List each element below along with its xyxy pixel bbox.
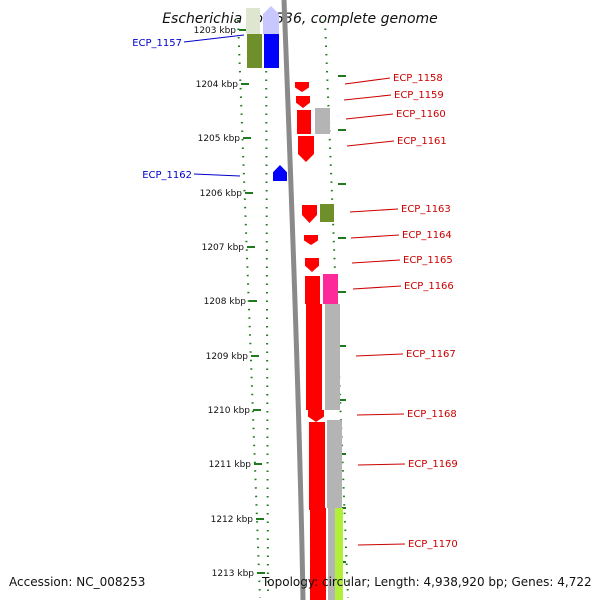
gene-block-gray (328, 508, 336, 600)
label-leader-line (356, 413, 405, 416)
gene-label-ecp-1158[interactable]: ECP_1158 (393, 73, 443, 84)
gene-arrow-red (308, 410, 324, 422)
label-leader-line (350, 234, 400, 239)
label-leader-line (346, 140, 395, 147)
gene-block-gray (325, 304, 340, 410)
gene-arrow-blue (273, 165, 287, 181)
label-leader-line (183, 34, 245, 43)
gene-label-ecp-1164[interactable]: ECP_1164 (402, 230, 452, 241)
gene-block-magenta (323, 274, 338, 304)
label-leader-line (193, 173, 241, 177)
ruler-tick-label: 1213 kbp (212, 569, 255, 579)
ruler-tick-label: 1210 kbp (208, 406, 251, 416)
gene-label-ecp-1165[interactable]: ECP_1165 (403, 255, 453, 266)
gene-arrow-red (298, 136, 314, 162)
gene-label-ecp-1159[interactable]: ECP_1159 (394, 90, 444, 101)
gene-label-ecp-1161[interactable]: ECP_1161 (397, 136, 447, 147)
label-leader-line (355, 353, 404, 357)
guide-line (237, 19, 261, 599)
accession-text: Accession: NC_008253 (9, 575, 145, 589)
gene-block-red (297, 110, 311, 134)
gene-block-olive (320, 204, 334, 222)
label-leader-line (357, 463, 406, 466)
gene-arrow-red (304, 235, 318, 245)
gene-label-ecp-1166[interactable]: ECP_1166 (404, 281, 454, 292)
ruler-tick-label: 1204 kbp (196, 80, 239, 90)
gene-label-ecp-1168[interactable]: ECP_1168 (407, 409, 457, 420)
ruler-tick-label: 1211 kbp (209, 460, 252, 470)
genome-title: Escherichia coli 536, complete genome (162, 11, 438, 27)
gene-block-red (310, 508, 326, 600)
gene-arrow-red (295, 82, 309, 92)
ruler-tick-label: 1207 kbp (202, 243, 245, 253)
gene-labels: ECP_1157 ECP_1158 ECP_1159 ECP_1160 ECP_1161… (132, 34, 458, 550)
gene-features (246, 6, 343, 600)
gene-block-red (309, 422, 325, 510)
gene-arrow-red (302, 205, 317, 223)
label-leader-line (345, 113, 394, 120)
gene-label-ecp-1162[interactable]: ECP_1162 (142, 170, 192, 181)
gene-arrow-red (296, 96, 310, 108)
gene-label-ecp-1157[interactable]: ECP_1157 (132, 38, 182, 49)
ruler-tick-label: 1203 kbp (194, 26, 237, 36)
guide-line (265, 19, 269, 599)
gene-block-gray (315, 108, 330, 134)
gene-label-ecp-1163[interactable]: ECP_1163 (401, 204, 451, 215)
label-leader-line (357, 543, 406, 546)
chromosome-backbone (281, 0, 306, 600)
ruler-tick-label: 1206 kbp (200, 189, 243, 199)
gene-label-ecp-1169[interactable]: ECP_1169 (408, 459, 458, 470)
ruler-tick-label: 1205 kbp (198, 134, 241, 144)
label-leader-line (344, 77, 391, 85)
label-leader-line (343, 94, 392, 101)
gene-block-lime (335, 508, 343, 600)
gene-block-gray (327, 420, 342, 508)
gene-arrow-red (305, 258, 319, 272)
label-leader-line (349, 208, 399, 213)
gene-block-red (305, 276, 320, 304)
ruler-tick-label: 1208 kbp (204, 297, 247, 307)
gene-block-pale (246, 8, 260, 34)
gene-block-blue (264, 34, 279, 68)
topology-text: Topology: circular; Length: 4,938,920 bp… (261, 575, 592, 589)
gene-label-ecp-1167[interactable]: ECP_1167 (406, 349, 456, 360)
ruler-tick-label: 1209 kbp (206, 352, 249, 362)
gene-block-red (306, 304, 322, 410)
label-leader-line (351, 259, 401, 264)
gene-block-olive (247, 34, 262, 68)
label-leader-line (352, 285, 402, 290)
ruler-tick-label: 1212 kbp (211, 515, 254, 525)
gene-label-ecp-1160[interactable]: ECP_1160 (396, 109, 446, 120)
gene-arrow-pale-blue (263, 6, 279, 34)
gene-label-ecp-1170[interactable]: ECP_1170 (408, 539, 458, 550)
